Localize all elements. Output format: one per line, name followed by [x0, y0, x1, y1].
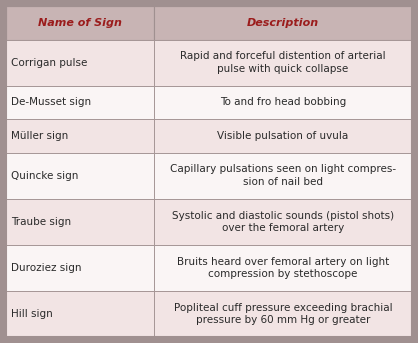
Text: Corrigan pulse: Corrigan pulse [11, 58, 87, 68]
Text: Popliteal cuff pressure exceeding brachial
pressure by 60 mm Hg or greater: Popliteal cuff pressure exceeding brachi… [174, 303, 393, 325]
Bar [6, 291, 154, 337]
Bar [6, 245, 154, 291]
Text: Name of Sign: Name of Sign [38, 18, 122, 28]
Text: Description: Description [247, 18, 319, 28]
Text: Rapid and forceful distention of arterial
pulse with quick collapse: Rapid and forceful distention of arteria… [180, 51, 386, 74]
Text: De-Musset sign: De-Musset sign [11, 97, 91, 107]
Text: Visible pulsation of uvula: Visible pulsation of uvula [217, 131, 349, 141]
Bar [154, 119, 412, 153]
Bar [154, 39, 412, 86]
Text: Bruits heard over femoral artery on light
compression by stethoscope: Bruits heard over femoral artery on ligh… [177, 257, 389, 279]
Bar [154, 6, 412, 39]
Bar [6, 199, 154, 245]
Bar [154, 199, 412, 245]
Text: Capillary pulsations seen on light compres-
sion of nail bed: Capillary pulsations seen on light compr… [170, 165, 396, 187]
Bar [6, 86, 154, 119]
Bar [154, 153, 412, 199]
Bar [154, 86, 412, 119]
Bar [6, 153, 154, 199]
Text: Traube sign: Traube sign [11, 217, 71, 227]
Text: Hill sign: Hill sign [11, 309, 53, 319]
Bar [6, 119, 154, 153]
Bar [6, 39, 154, 86]
Text: Systolic and diastolic sounds (pistol shots)
over the femoral artery: Systolic and diastolic sounds (pistol sh… [172, 211, 394, 233]
Text: Müller sign: Müller sign [11, 131, 68, 141]
Bar [6, 6, 154, 39]
Text: Quincke sign: Quincke sign [11, 171, 79, 181]
Text: To and fro head bobbing: To and fro head bobbing [220, 97, 346, 107]
Bar [154, 291, 412, 337]
Bar [154, 245, 412, 291]
Text: Duroziez sign: Duroziez sign [11, 263, 82, 273]
